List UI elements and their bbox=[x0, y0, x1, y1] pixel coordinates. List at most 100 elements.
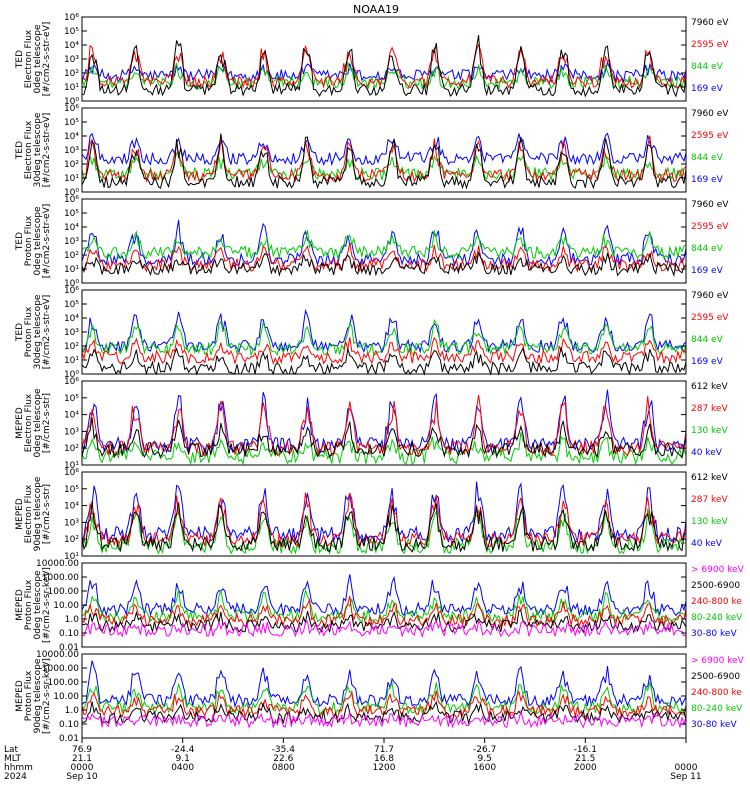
legend-entry: 169 eV bbox=[691, 357, 724, 367]
y-axis-label: MEPED bbox=[15, 407, 25, 439]
series-line-black bbox=[81, 250, 687, 278]
y-tick-label: 10⁰ bbox=[64, 279, 79, 289]
y-axis-label: TED bbox=[15, 141, 25, 160]
y-axis-label: Proton Flux bbox=[24, 670, 34, 721]
y-axis-label: MEPED bbox=[15, 589, 25, 621]
y-tick-label: 10³ bbox=[64, 146, 79, 156]
y-tick-label: 10³ bbox=[64, 328, 79, 338]
y-axis-label: [#/cm2-s-sr-keV] bbox=[42, 567, 52, 643]
y-axis-label: [#/cm2-s-str-eV] bbox=[42, 204, 52, 279]
legend-entry: 7960 eV bbox=[691, 109, 729, 119]
legend-entry: 2595 eV bbox=[691, 40, 729, 50]
y-tick-label: 1000.00 bbox=[42, 573, 79, 583]
y-axis-label: 30deg telescope bbox=[33, 112, 43, 187]
y-axis-label: TED bbox=[15, 50, 25, 69]
y-tick-label: 10⁶ bbox=[64, 377, 79, 387]
legend-entry: 40 keV bbox=[691, 539, 723, 549]
legend-entry: 240-800 ke bbox=[691, 688, 742, 698]
legend-entry: 130 keV bbox=[691, 517, 728, 527]
y-axis-label: [#/cm2-s-str-eV] bbox=[42, 295, 52, 370]
panel-4: 10⁰ 10¹ 10² 10³ 10⁴ 10⁵ 10⁶ TED Proton Flux 30deg… bbox=[15, 286, 729, 380]
y-axis-label: [#/cm2-s-sr-keV] bbox=[42, 658, 52, 734]
panel-3: 10⁰ 10¹ 10² 10³ 10⁴ 10⁵ 10⁶ TED Proton Flux 0deg … bbox=[15, 195, 729, 289]
legend-entry: 80-240 keV bbox=[691, 613, 743, 623]
y-axis-label: Electron Flux bbox=[24, 484, 34, 543]
y-tick-label: 1.0 bbox=[65, 706, 80, 716]
panel-7: 0.01 0.10 1.0 10.00 100.00 1000.00 10000.00 MEP… bbox=[15, 559, 745, 653]
y-tick-label: 10⁴ bbox=[64, 314, 79, 324]
series-line-blue bbox=[81, 219, 687, 267]
y-tick-label: 10¹ bbox=[64, 83, 79, 93]
y-axis-label: Electron Flux bbox=[24, 393, 34, 452]
panel-2: 10⁰ 10¹ 10² 10³ 10⁴ 10⁵ 10⁶ TED Electron Flux 30d… bbox=[15, 104, 729, 198]
y-tick-label: 0.10 bbox=[59, 629, 79, 639]
y-tick-label: 10⁰ bbox=[64, 188, 79, 198]
legend-entry: 240-800 ke bbox=[691, 597, 742, 607]
y-tick-label: 10⁴ bbox=[64, 132, 79, 142]
x-row-label: MLT bbox=[4, 754, 22, 764]
legend-entry: 169 eV bbox=[691, 175, 724, 185]
legend-entry: 844 eV bbox=[691, 335, 724, 345]
legend-entry: 844 eV bbox=[691, 244, 724, 254]
y-tick-label: 10³ bbox=[64, 427, 79, 437]
x-tick-label: 71.7 bbox=[374, 745, 394, 755]
y-axis-label: [#/cm2-s-str-eV] bbox=[42, 113, 52, 188]
series-line-green bbox=[81, 318, 687, 357]
y-tick-label: 10⁶ bbox=[64, 468, 79, 478]
y-axis-label: 0deg telescope bbox=[33, 24, 43, 94]
x-tick-label: -24.4 bbox=[171, 745, 195, 755]
panel-frame bbox=[81, 471, 687, 557]
y-tick-label: 10² bbox=[64, 444, 79, 454]
series-line-black bbox=[81, 133, 687, 190]
x-tick-label: 22.6 bbox=[273, 754, 293, 764]
x-tick-label: 2000 bbox=[574, 763, 597, 773]
y-tick-label: 10² bbox=[64, 535, 79, 545]
x-tick-label: 9.5 bbox=[478, 754, 492, 764]
series-line-green bbox=[81, 229, 687, 261]
legend-entry: 30-80 keV bbox=[691, 629, 737, 639]
panel-frame bbox=[81, 562, 687, 648]
series-line-red bbox=[81, 242, 687, 273]
series-line-red bbox=[81, 135, 687, 184]
legend-entry: 7960 eV bbox=[691, 291, 729, 301]
y-tick-label: 10⁶ bbox=[64, 13, 79, 23]
series-line-green bbox=[81, 588, 687, 624]
y-axis-label: [#/cm2-s-str] bbox=[42, 393, 52, 453]
y-axis-label: [#/cm2-s-str] bbox=[42, 484, 52, 544]
y-axis-label: 0deg telescope bbox=[33, 206, 43, 276]
legend-entry: 30-80 keV bbox=[691, 720, 737, 730]
legend-entry: 287 keV bbox=[691, 404, 728, 414]
y-tick-label: 10¹ bbox=[64, 461, 79, 471]
legend-entry: 40 keV bbox=[691, 448, 723, 458]
y-tick-label: 10⁵ bbox=[64, 118, 79, 128]
y-tick-label: 10⁵ bbox=[64, 300, 79, 310]
panel-1: 10⁰ 10¹ 10² 10³ 10⁴ 10⁵ 10⁶ TED Electron Flux 0de… bbox=[15, 13, 729, 107]
y-axis-label: Proton Flux bbox=[24, 306, 34, 357]
series-line-green bbox=[81, 508, 687, 556]
x-tick-label: 21.1 bbox=[72, 754, 92, 764]
legend-entry: 2595 eV bbox=[691, 222, 729, 232]
y-axis-label: 90deg telescope bbox=[33, 658, 43, 733]
series-line-red bbox=[81, 690, 687, 720]
y-tick-label: 10⁵ bbox=[64, 485, 79, 495]
y-tick-label: 1.0 bbox=[65, 615, 80, 625]
x-tick-label: Sep 10 bbox=[66, 772, 98, 782]
y-tick-label: 10⁵ bbox=[64, 27, 79, 37]
y-axis-label: MEPED bbox=[15, 680, 25, 712]
y-tick-label: 10⁵ bbox=[64, 209, 79, 219]
y-tick-label: 10⁵ bbox=[64, 394, 79, 404]
legend-entry: 2595 eV bbox=[691, 131, 729, 141]
y-tick-label: 10⁶ bbox=[64, 286, 79, 296]
y-axis-label: Electron Flux bbox=[24, 29, 34, 88]
y-axis-label: Proton Flux bbox=[24, 579, 34, 630]
legend-entry: 130 keV bbox=[691, 426, 728, 436]
y-tick-label: 10.00 bbox=[53, 601, 79, 611]
legend-entry: 80-240 keV bbox=[691, 704, 743, 714]
y-tick-label: 10¹ bbox=[64, 552, 79, 562]
x-tick-label: -16.1 bbox=[574, 745, 597, 755]
y-tick-label: 10⁴ bbox=[64, 502, 79, 512]
series-line-blue bbox=[81, 660, 687, 709]
